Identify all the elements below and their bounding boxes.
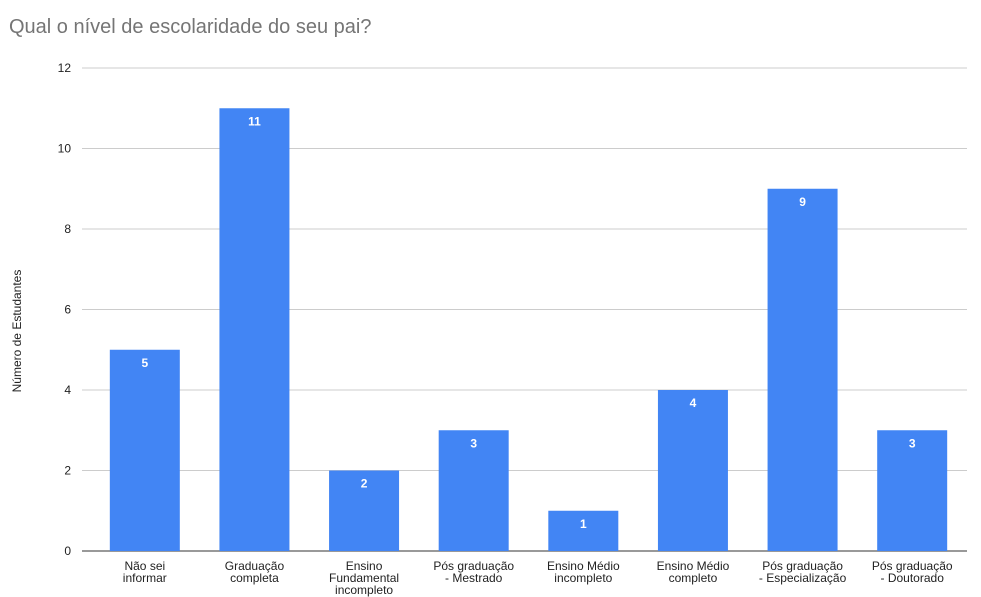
bar <box>219 108 290 551</box>
bar <box>548 510 619 551</box>
y-tick-label: 12 <box>58 61 72 75</box>
data-label: 11 <box>248 114 261 128</box>
y-axis-ticks: 0 2 4 6 8 10 12 <box>58 61 72 558</box>
category-label: Graduação completa <box>225 559 285 585</box>
category-label: Ensino Médio completo <box>657 559 730 585</box>
data-label: 9 <box>799 195 806 209</box>
bar <box>877 430 948 551</box>
data-label: 3 <box>470 436 477 450</box>
category-label: Ensino Médio incompleto <box>547 559 620 585</box>
y-axis-title: Número de Estudantes <box>10 270 24 393</box>
x-axis-categories: Não sei informar Graduação completa Ensino Fu… <box>123 559 953 597</box>
bar <box>109 349 180 551</box>
bar <box>767 188 838 551</box>
data-label: 3 <box>909 436 916 450</box>
data-label: 5 <box>141 356 148 370</box>
y-tick-label: 10 <box>58 142 72 156</box>
bar <box>657 390 728 551</box>
y-tick-label: 0 <box>64 544 71 558</box>
bars <box>109 108 948 551</box>
bar <box>329 470 400 551</box>
bar <box>438 430 509 551</box>
data-label: 2 <box>361 477 368 491</box>
y-tick-label: 4 <box>64 383 71 397</box>
data-label: 4 <box>690 396 697 410</box>
y-tick-label: 2 <box>64 464 71 478</box>
y-tick-label: 6 <box>64 303 71 317</box>
category-label: Não sei informar <box>123 559 167 585</box>
category-label: Pós graduação - Especialização <box>759 559 847 585</box>
data-labels: 5 11 2 3 1 4 9 3 <box>141 114 915 531</box>
category-label: Ensino Fundamental incompleto <box>329 559 399 597</box>
category-label: Pós graduação - Doutorado <box>872 559 953 585</box>
y-tick-label: 8 <box>64 222 71 236</box>
chart-title: Qual o nível de escolaridade do seu pai? <box>9 16 372 38</box>
category-label: Pós graduação - Mestrado <box>433 559 514 585</box>
data-label: 1 <box>580 517 587 531</box>
